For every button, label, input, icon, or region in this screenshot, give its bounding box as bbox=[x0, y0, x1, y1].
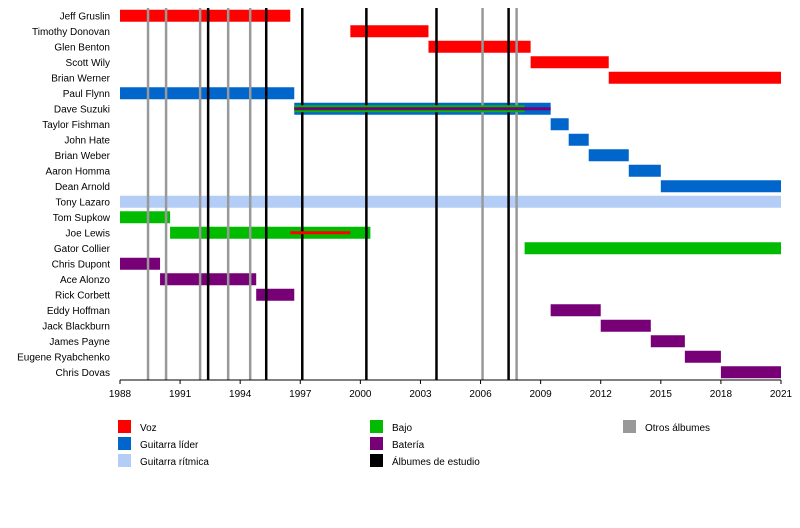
legend-swatch-drums bbox=[370, 437, 383, 450]
overlay-dave-suzuki-drums bbox=[294, 107, 551, 111]
legend-label-lead: Guitarra líder bbox=[140, 440, 199, 451]
bar-john-hate-lead bbox=[568, 133, 589, 146]
legend-label-bass: Bajo bbox=[392, 423, 412, 434]
member-label-tony-lazaro: Tony Lazaro bbox=[56, 197, 111, 208]
member-label-eddy-hoffman: Eddy Hoffman bbox=[47, 306, 110, 317]
bar-brian-weber-lead bbox=[588, 149, 629, 162]
x-tick-label-1988: 1988 bbox=[109, 389, 132, 400]
member-label-jack-blackburn: Jack Blackburn bbox=[42, 321, 110, 332]
bar-james-payne-drums bbox=[650, 335, 685, 348]
x-tick-label-1997: 1997 bbox=[289, 389, 312, 400]
member-label-dean-arnold: Dean Arnold bbox=[55, 182, 110, 193]
member-label-dave-suzuki: Dave Suzuki bbox=[54, 104, 110, 115]
member-label-joe-lewis: Joe Lewis bbox=[66, 228, 110, 239]
legend-label-drums: Batería bbox=[392, 440, 425, 451]
member-label-chris-dovas: Chris Dovas bbox=[56, 368, 110, 379]
bar-eugene-ryabchenko-drums bbox=[684, 350, 721, 363]
member-label-taylor-fishman: Taylor Fishman bbox=[42, 120, 110, 131]
member-label-eugene-ryabchenko: Eugene Ryabchenko bbox=[17, 352, 110, 363]
x-tick-label-2018: 2018 bbox=[710, 389, 733, 400]
legend-swatch-bass bbox=[370, 420, 383, 433]
member-labels: Jeff Gruslin Timothy Donovan Glen Benton Sc… bbox=[17, 11, 111, 379]
member-label-chris-dupont: Chris Dupont bbox=[52, 259, 111, 270]
x-tick-label-2003: 2003 bbox=[409, 389, 432, 400]
x-tick-label-2015: 2015 bbox=[650, 389, 673, 400]
member-label-glen-benton: Glen Benton bbox=[54, 42, 110, 53]
x-tick-label-2021: 2021 bbox=[770, 389, 793, 400]
bar-chris-dupont-drums bbox=[120, 257, 161, 270]
bar-rick-corbett-drums bbox=[256, 288, 295, 301]
overlay-joe-lewis-vocals bbox=[290, 231, 351, 235]
bar-jeff-gruslin-vocals bbox=[120, 9, 291, 22]
plot-area bbox=[120, 9, 781, 379]
member-label-tom-supkow: Tom Supkow bbox=[53, 213, 111, 224]
member-label-scott-wily: Scott Wily bbox=[66, 58, 110, 69]
legend-swatch-lead bbox=[118, 437, 131, 450]
x-tick-label-2006: 2006 bbox=[469, 389, 492, 400]
legend-label-vocals: Voz bbox=[140, 423, 157, 434]
legend-swatch-studio bbox=[370, 454, 383, 467]
legend-swatch-vocals bbox=[118, 420, 131, 433]
bar-aaron-homma-lead bbox=[628, 164, 661, 177]
member-label-james-payne: James Payne bbox=[49, 337, 110, 348]
bar-tony-lazaro-rhythm bbox=[120, 195, 781, 208]
bar-jack-blackburn-drums bbox=[600, 319, 651, 332]
bar-eddy-hoffman-drums bbox=[550, 304, 601, 317]
x-tick-label-1994: 1994 bbox=[229, 389, 252, 400]
member-label-jeff-gruslin: Jeff Gruslin bbox=[60, 11, 110, 22]
member-label-gator-collier: Gator Collier bbox=[54, 244, 111, 255]
legend-label-rhythm: Guitarra rítmica bbox=[140, 457, 209, 468]
member-label-brian-werner: Brian Werner bbox=[51, 73, 110, 84]
bar-gator-collier-bass bbox=[524, 242, 781, 255]
bar-tom-supkow-bass bbox=[120, 211, 171, 224]
member-label-brian-weber: Brian Weber bbox=[55, 151, 111, 162]
legend: Voz Guitarra líder Guitarra rítmica Bajo Bat… bbox=[118, 420, 710, 468]
x-tick-label-1991: 1991 bbox=[169, 389, 192, 400]
bar-brian-werner-vocals bbox=[608, 71, 781, 84]
bar-chris-dovas-drums bbox=[720, 366, 781, 379]
member-label-john-hate: John Hate bbox=[64, 135, 110, 146]
member-label-rick-corbett: Rick Corbett bbox=[55, 290, 110, 301]
legend-swatch-rhythm bbox=[118, 454, 131, 467]
bar-dean-arnold-lead bbox=[660, 180, 781, 193]
legend-label-studio: Álbumes de estudio bbox=[392, 455, 480, 468]
member-label-paul-flynn: Paul Flynn bbox=[63, 89, 110, 100]
bar-timothy-donovan-vocals bbox=[350, 25, 429, 38]
x-tick-label-2009: 2009 bbox=[530, 389, 553, 400]
legend-label-other: Otros álbumes bbox=[645, 423, 710, 434]
member-label-ace-alonzo: Ace Alonzo bbox=[60, 275, 110, 286]
x-tick-label-2012: 2012 bbox=[590, 389, 613, 400]
member-label-timothy-donovan: Timothy Donovan bbox=[32, 27, 110, 38]
x-axis: 1988 1991 1994 1997 2000 2003 2006 2009 2012 2015… bbox=[109, 379, 793, 400]
legend-swatch-other bbox=[623, 420, 636, 433]
bar-taylor-fishman-lead bbox=[550, 118, 569, 131]
overlay-bars bbox=[290, 105, 551, 235]
bar-scott-wily-vocals bbox=[530, 56, 609, 69]
member-label-aaron-homma: Aaron Homma bbox=[46, 166, 111, 177]
x-tick-label-2000: 2000 bbox=[349, 389, 372, 400]
bar-glen-benton-vocals bbox=[428, 40, 531, 53]
bar-joe-lewis-bass bbox=[170, 226, 371, 239]
album-lines bbox=[146, 8, 518, 380]
